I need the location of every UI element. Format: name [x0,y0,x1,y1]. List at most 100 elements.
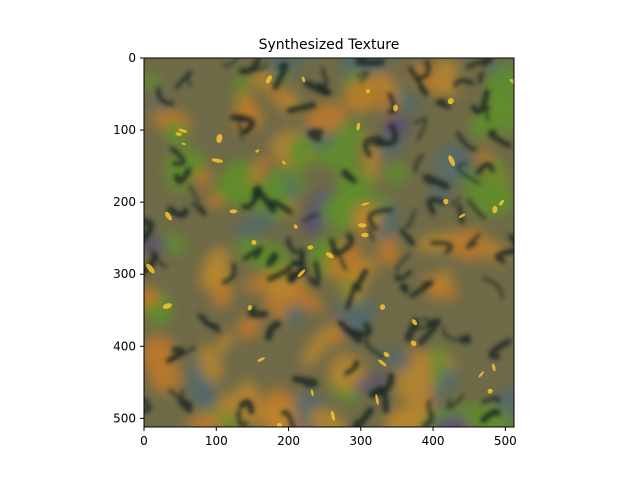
texture-blob [237,314,262,339]
texture-highlight [257,357,265,362]
texture-stroke [166,206,189,219]
texture-highlight [366,88,371,94]
texture-blob [385,161,408,185]
texture-stroke [364,337,385,359]
x-tick-label: 0 [140,434,148,448]
texture-highlight [326,252,334,259]
texture-blob [269,87,286,106]
texture-stroke [456,203,465,225]
texture-stroke [341,169,357,184]
texture-stroke [484,105,491,122]
texture-stroke [307,260,321,287]
texture-highlight [178,128,188,133]
texture-stroke [488,338,512,360]
texture-highlight [492,205,498,214]
y-tick-label: 500 [113,411,136,425]
texture-blob [343,78,380,113]
texture-highlight [356,122,361,131]
texture-stroke [344,360,360,376]
texture-stroke [185,75,192,88]
texture-stroke [253,63,268,72]
texture-blob [377,236,400,267]
texture-stroke [266,264,293,282]
texture-blob [496,387,514,416]
texture-highlight [251,240,257,245]
texture-stroke [466,58,493,69]
texture-blob [301,324,334,368]
texture-blob [305,101,348,135]
texture-highlight [393,104,398,112]
texture-stroke [426,196,446,215]
texture-stroke [413,154,424,173]
texture-stroke [269,199,293,215]
texture-stroke [477,71,484,85]
y-tick-label: 200 [113,195,136,209]
texture-stroke [456,162,481,185]
texture-stroke [188,184,200,205]
texture-color-blobs [144,58,514,427]
texture-highlight [447,98,454,105]
texture-highlight [361,232,369,238]
x-tick-label: 100 [205,434,228,448]
texture-blob [431,70,459,98]
y-axis: 0 100 200 300 400 500 [113,51,144,425]
texture-highlight [375,394,379,405]
plot-frame [143,57,515,428]
texture-highlight [297,269,306,278]
texture-blob [484,63,514,113]
texture-blob [408,347,425,364]
texture-highlight [378,359,387,367]
texture-stroke [453,78,475,88]
texture-stroke [307,128,324,142]
texture-highlight [211,158,224,163]
x-tick-label: 300 [349,434,372,448]
texture-highlight [443,198,449,205]
texture-stroke [368,372,395,398]
texture-highlight [458,213,466,219]
texture-highlight [146,263,155,274]
texture-stroke [466,233,481,249]
texture-blob [148,359,182,394]
texture-stroke [395,253,410,271]
texture-blob [434,58,459,75]
texture-stroke [404,209,417,229]
texture-stroke [168,388,185,398]
texture-stroke [306,82,329,96]
texture-highlight [247,304,253,311]
texture-stroke [272,61,289,90]
texture-stroke [456,131,477,152]
texture-blob [164,233,186,255]
texture-stroke [236,409,248,427]
texture-blob [250,70,276,91]
texture-stroke [467,198,486,220]
texture-blob [462,403,487,427]
texture-stroke [222,58,239,67]
texture-highlight [330,410,336,421]
texture-stroke [475,162,495,176]
texture-blob [236,92,255,111]
texture-highlight [487,388,493,394]
texture-blob [198,344,224,384]
texture-blob [336,304,364,337]
texture-stroke [280,410,296,427]
texture-stroke [221,262,237,285]
texture-stroke [173,167,192,185]
texture-stroke [286,102,317,114]
texture-stroke [494,248,514,264]
texture-blob [287,135,315,156]
texture-stroke [488,129,512,148]
texture-highlight [265,75,272,84]
texture-highlight [181,142,186,146]
texture-stroke [252,186,277,214]
texture-blob [430,343,446,385]
texture-blob [144,286,160,308]
texture-stroke [229,114,256,135]
texture-stroke [399,228,416,246]
texture-stroke [165,346,185,364]
texture-stroke [480,408,501,424]
chart-title: Synthesized Texture [259,37,400,53]
texture-stroke [355,58,385,67]
texture-stroke [482,277,504,299]
texture-stroke [422,174,450,190]
texture-stroke [446,394,465,410]
